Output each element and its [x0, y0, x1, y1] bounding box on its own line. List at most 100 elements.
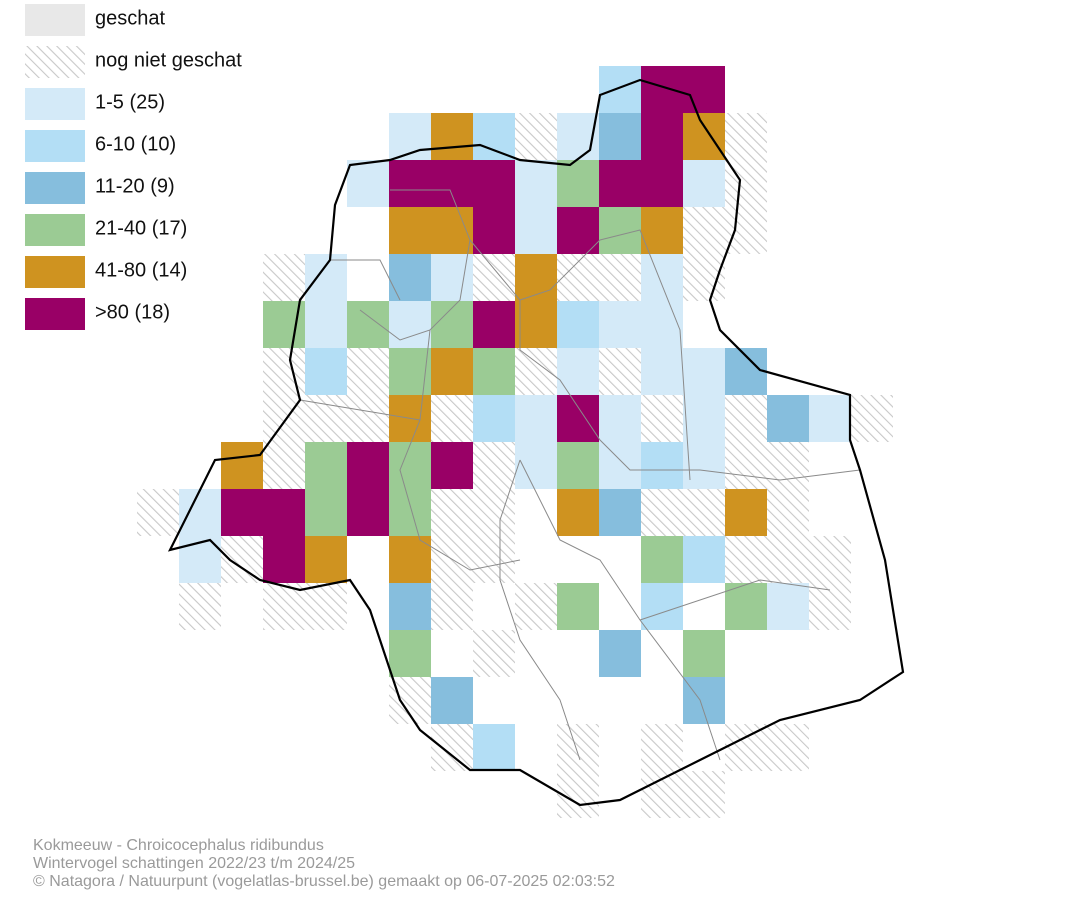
grid-cell: [221, 536, 263, 583]
grid-cell: [515, 207, 557, 254]
grid-cell: [347, 489, 389, 536]
grid-cell: [515, 395, 557, 442]
grid-cell: [683, 348, 725, 395]
grid-cell: [599, 442, 641, 489]
border: [299, 399, 421, 421]
grid-cell: [557, 207, 599, 254]
grid-cell: [305, 536, 347, 583]
grid-cell: [599, 395, 641, 442]
grid-cell: [767, 724, 809, 771]
border: [519, 229, 691, 481]
legend-swatch: [25, 172, 85, 204]
grid-cell: [389, 113, 431, 160]
grid-cell: [683, 113, 725, 160]
grid-cell: [767, 395, 809, 442]
legend-label: 1-5 (25): [95, 91, 165, 113]
grid-cell: [473, 630, 515, 677]
grid-cell: [599, 254, 641, 301]
grid-cell: [389, 630, 431, 677]
grid-cell: [347, 160, 389, 207]
grid-cell: [683, 160, 725, 207]
grid-cell: [767, 442, 809, 489]
grid-cell: [515, 583, 557, 630]
grid-cell: [431, 395, 473, 442]
border: [499, 459, 581, 761]
grid-cell: [431, 113, 473, 160]
grid-cell: [599, 630, 641, 677]
grid-cell: [557, 160, 599, 207]
grid-cell: [431, 348, 473, 395]
caption: Kokmeeuw - Chroicocephalus ridibundus Wi…: [33, 837, 615, 890]
grid-cell: [389, 348, 431, 395]
grid-cell: [473, 724, 515, 771]
grid-cell: [473, 160, 515, 207]
grid-cell: [515, 113, 557, 160]
grid-cells: [137, 66, 893, 818]
grid-cell: [221, 489, 263, 536]
grid-cell: [431, 160, 473, 207]
grid-cell: [767, 536, 809, 583]
grid-cell: [599, 66, 641, 113]
border: [359, 189, 471, 341]
grid-cell: [641, 395, 683, 442]
grid-cell: [473, 442, 515, 489]
grid-cell: [641, 113, 683, 160]
grid-cell: [473, 301, 515, 348]
grid-cell: [305, 395, 347, 442]
legend-swatch: [25, 256, 85, 288]
grid-cell: [725, 536, 767, 583]
grid-cell: [389, 583, 431, 630]
grid-cell: [431, 442, 473, 489]
legend: geschat nog niet geschat 1-5 (25) 6-10 (10)…: [25, 4, 242, 330]
legend-label: >80 (18): [95, 301, 170, 323]
grid-cell: [389, 207, 431, 254]
grid-cell: [263, 442, 305, 489]
grid-cell: [641, 160, 683, 207]
grid-cell: [137, 489, 179, 536]
caption-line: Wintervogel schattingen 2022/23 t/m 2024…: [33, 855, 355, 872]
municipal-borders: [299, 189, 861, 761]
grid-cell: [851, 395, 893, 442]
grid-cell: [389, 254, 431, 301]
grid-cell: [515, 254, 557, 301]
grid-cell: [725, 113, 767, 160]
legend-label: nog niet geschat: [95, 49, 242, 71]
grid-cell: [347, 348, 389, 395]
grid-cell: [221, 442, 263, 489]
grid-cell: [305, 254, 347, 301]
border: [330, 259, 401, 301]
grid-cell: [347, 301, 389, 348]
caption-line: © Natagora / Natuurpunt (vogelatlas-brus…: [33, 873, 615, 890]
grid-cell: [431, 583, 473, 630]
grid-cell: [263, 583, 305, 630]
grid-cell: [305, 442, 347, 489]
grid-cell: [347, 395, 389, 442]
border: [519, 459, 721, 761]
grid-cell: [557, 489, 599, 536]
grid-cell: [641, 442, 683, 489]
grid-cell: [473, 113, 515, 160]
grid-cell: [767, 489, 809, 536]
grid-cell: [725, 395, 767, 442]
grid-cell: [473, 536, 515, 583]
grid-cell: [179, 489, 221, 536]
grid-cell: [557, 395, 599, 442]
grid-cell: [557, 583, 599, 630]
grid-cell: [683, 395, 725, 442]
grid-cell: [431, 677, 473, 724]
grid-cell: [683, 771, 725, 818]
grid-cell: [725, 583, 767, 630]
region-boundary: [167, 78, 905, 807]
grid-cell: [683, 489, 725, 536]
grid-cell: [473, 207, 515, 254]
legend-label: 6-10 (10): [95, 133, 176, 155]
grid-cell: [683, 254, 725, 301]
grid-cell: [305, 583, 347, 630]
grid-cell: [809, 395, 851, 442]
grid-cell: [473, 395, 515, 442]
grid-cell: [557, 254, 599, 301]
grid-cell: [305, 301, 347, 348]
grid-cell: [515, 160, 557, 207]
grid-cell: [389, 160, 431, 207]
